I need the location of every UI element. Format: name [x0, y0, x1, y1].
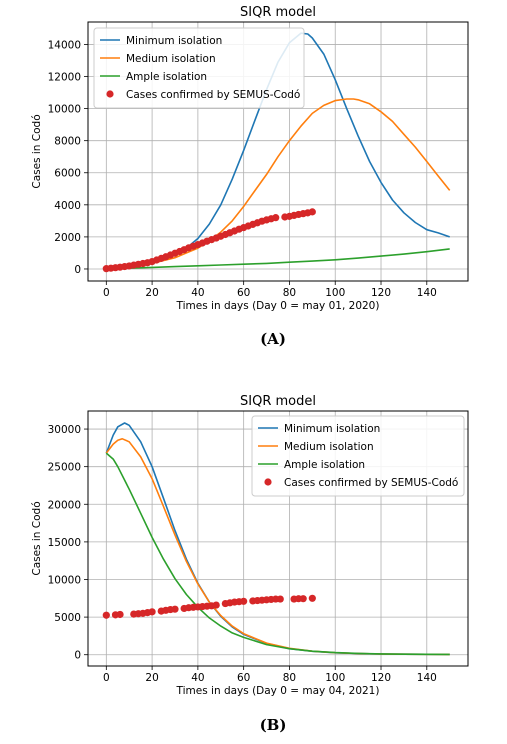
x-tick-label: 60	[237, 287, 250, 299]
x-tick-label: 140	[417, 287, 437, 299]
x-tick-label: 40	[191, 287, 204, 299]
y-tick-label: 10000	[48, 104, 81, 116]
y-tick-label: 4000	[54, 200, 81, 212]
legend-label: Ample isolation	[126, 71, 207, 83]
panel-label: (B)	[260, 716, 287, 734]
data-point	[240, 597, 248, 605]
plot-frame	[87, 410, 469, 667]
x-tick-label: 140	[417, 672, 437, 684]
legend-label: Medium isolation	[284, 441, 374, 453]
y-tick-label: 12000	[48, 72, 81, 84]
x-tick-label: 20	[145, 287, 158, 299]
legend-label: Minimum isolation	[284, 423, 380, 435]
x-tick-label: 120	[371, 672, 391, 684]
legend-label: Minimum isolation	[126, 35, 222, 47]
y-tick-label: 25000	[48, 462, 81, 474]
chart-title: SIQR model	[240, 394, 316, 409]
chart-title: SIQR model	[240, 5, 316, 20]
legend-label: Cases confirmed by SEMUS-Codó	[284, 477, 458, 489]
chart-b: 0 20 40 60 80 100 120 140 0 5000 10000 15000 20000 25…	[31, 394, 469, 734]
y-tick-label: 0	[74, 264, 81, 276]
x-tick-label: 40	[191, 672, 204, 684]
legend-label: Ample isolation	[284, 459, 365, 471]
legend-marker	[106, 90, 114, 98]
y-axis-label: Cases in Codó	[31, 114, 43, 188]
data-point	[308, 208, 316, 216]
plot-frame	[87, 21, 469, 282]
y-tick-label: 10000	[48, 574, 81, 586]
x-tick-label: 0	[103, 672, 110, 684]
y-tick-label: 14000	[48, 39, 81, 51]
data-point	[148, 608, 156, 616]
y-tick-label: 15000	[48, 537, 81, 549]
x-tick-label: 80	[283, 672, 296, 684]
y-tick-label: 6000	[54, 168, 81, 180]
series-line-ample	[105, 452, 450, 656]
data-point	[308, 594, 316, 602]
y-tick-label: 0	[74, 650, 81, 662]
x-axis-label: Times in days (Day 0 = may 04, 2021)	[176, 685, 380, 697]
x-tick-label: 100	[325, 287, 345, 299]
y-tick-label: 2000	[54, 232, 81, 244]
data-point	[272, 214, 280, 222]
x-tick-label: 100	[325, 672, 345, 684]
series-line-medium	[106, 98, 451, 270]
data-point	[299, 595, 307, 603]
legend-marker	[264, 478, 272, 486]
data-point	[171, 605, 179, 613]
y-tick-label: 8000	[54, 136, 81, 148]
chart-a: 0 20 40 60 80 100 120 140 0 2000 4000 6000 8000 10000…	[31, 5, 469, 348]
x-axis-label: Times in days (Day 0 = may 01, 2020)	[176, 300, 380, 312]
data-point	[276, 595, 284, 603]
legend-box	[251, 415, 465, 497]
panel-label: (A)	[260, 330, 286, 348]
x-tick-label: 80	[283, 287, 296, 299]
data-point	[116, 610, 124, 619]
x-tick-label: 0	[103, 287, 110, 299]
y-axis-label: Cases in Codó	[31, 501, 43, 575]
data-point	[212, 601, 220, 609]
y-tick-label: 5000	[54, 612, 81, 624]
x-tick-label: 20	[145, 672, 158, 684]
legend-label: Cases confirmed by SEMUS-Codó	[126, 89, 300, 101]
legend-label: Medium isolation	[126, 53, 216, 65]
x-tick-label: 60	[237, 672, 250, 684]
x-tick-label: 120	[371, 287, 391, 299]
y-tick-label: 20000	[48, 499, 81, 511]
legend-box	[93, 27, 305, 109]
y-tick-label: 30000	[48, 424, 81, 436]
series-line-ample	[106, 248, 450, 270]
data-point	[102, 611, 110, 619]
